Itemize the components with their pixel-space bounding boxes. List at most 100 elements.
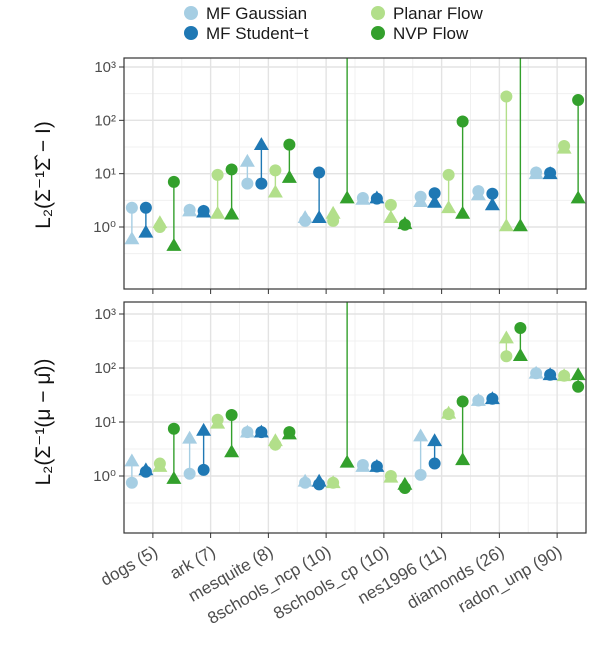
panel2-point-triangle <box>542 367 558 381</box>
panel2-point-triangle <box>339 454 355 468</box>
panel1-point-triangle <box>542 166 558 180</box>
panel1-point-triangle <box>210 205 226 219</box>
legend-swatch-4 <box>371 26 385 40</box>
panel1-data-marks <box>124 58 586 251</box>
panel2-point-triangle <box>196 422 212 436</box>
panel2-ytick-label: 10³ <box>94 306 116 323</box>
panel1-point-triangle <box>427 194 443 208</box>
panel1-point-triangle <box>325 205 341 219</box>
panel1-ytick-label: 10⁰ <box>93 219 116 236</box>
panel2-grid <box>124 302 586 533</box>
panel2-point-circle <box>456 395 469 408</box>
panel2-point-triangle <box>267 433 283 447</box>
panel1-point-circle <box>241 177 254 190</box>
panel1-point-triangle <box>311 210 327 224</box>
panel2-ylabel: L₂(Σ⁻¹(μ − μ̂)) <box>32 359 55 486</box>
panel1-point-triangle <box>528 166 544 180</box>
panel2-point-triangle <box>355 458 371 472</box>
panel1-point-circle <box>500 90 513 103</box>
panel2-point-triangle <box>470 393 486 406</box>
panel2-point-triangle <box>281 426 297 440</box>
xtick-label-8: radon_unp (90) <box>455 542 565 617</box>
panel1-point-triangle <box>397 216 413 230</box>
panel2-ytick-label: 10² <box>94 360 116 377</box>
panel1-point-triangle <box>224 206 240 220</box>
panel2-point-triangle <box>152 458 168 472</box>
panel1-point-triangle <box>355 191 371 205</box>
panel1-point-triangle <box>166 237 182 251</box>
panel2-point-circle <box>167 422 180 435</box>
panel2-point-triangle <box>413 428 429 442</box>
panel1-ytick-label: 10³ <box>94 59 116 76</box>
panel2-point-triangle <box>455 452 471 466</box>
legend-label-4: NVP Flow <box>393 24 469 43</box>
panel2-point-triangle <box>369 458 385 472</box>
panel2-point-circle <box>414 468 427 481</box>
panel1-point-triangle <box>484 197 500 211</box>
panel2-border <box>123 301 587 534</box>
panel1-point-triangle <box>196 204 212 218</box>
panel2-point-triangle <box>427 433 443 447</box>
legend-swatch-3 <box>371 6 385 20</box>
panel1-point-triangle <box>297 210 313 224</box>
panel1-point-triangle <box>369 190 385 204</box>
panel2-point-circle <box>514 322 527 335</box>
xtick-label-1: dogs (5) <box>97 542 161 590</box>
panel2-point-triangle <box>498 330 514 344</box>
panel2-point-triangle <box>297 473 313 487</box>
panel1-point-triangle <box>182 203 198 217</box>
panel1-point-circle <box>384 198 397 211</box>
panel2-point-triangle <box>556 368 572 382</box>
panel2-point-triangle <box>484 391 500 405</box>
panel1-point-circle <box>255 177 268 190</box>
panel1-grid <box>124 58 586 289</box>
panel1-point-circle <box>486 187 499 200</box>
panel1-point-circle <box>225 163 238 176</box>
panel2-point-triangle <box>311 473 327 487</box>
panel1-point-circle <box>211 168 224 181</box>
panel2-point-circle <box>572 380 585 393</box>
panel2-ytick-label: 10⁰ <box>93 468 116 485</box>
panel2-point-circle <box>428 457 441 470</box>
panel2-point-triangle <box>210 415 226 429</box>
panel1-point-triangle <box>570 190 586 204</box>
panel1-point-triangle <box>512 218 528 232</box>
panel2-point-triangle <box>325 475 341 489</box>
panel2-point-triangle <box>383 469 399 483</box>
panel1-point-triangle <box>124 231 140 245</box>
panel1-ytick-label: 10¹ <box>94 166 116 183</box>
panel2-point-circle <box>225 408 238 421</box>
panel1-point-triangle <box>413 194 429 207</box>
panel2-point-triangle <box>253 424 269 438</box>
panel1-point-triangle <box>498 218 514 232</box>
panel2-ytick-label: 10¹ <box>94 414 116 431</box>
panel1-point-triangle <box>267 184 283 198</box>
panel1-point-circle <box>428 187 441 200</box>
panel1-point-circle <box>167 175 180 188</box>
panel2-point-circle <box>183 467 196 480</box>
panel1-point-circle <box>442 168 455 181</box>
panel2-point-circle <box>500 350 513 363</box>
panel2-point-triangle <box>570 367 586 381</box>
panel1-point-triangle <box>339 190 355 204</box>
panel1-point-circle <box>313 166 326 179</box>
panel2-point-triangle <box>166 470 182 484</box>
panel2-point-triangle <box>182 430 198 444</box>
panel1-point-circle <box>572 94 585 107</box>
panel2-point-triangle <box>441 405 457 419</box>
panel1-point-circle <box>139 201 152 214</box>
panel2-point-triangle <box>224 444 240 458</box>
panel1-point-triangle <box>441 200 457 214</box>
panel1-point-circle <box>125 201 138 214</box>
panel1-point-triangle <box>239 153 255 167</box>
panel1-point-circle <box>283 138 296 151</box>
panel1-point-triangle <box>138 224 154 238</box>
panel1-point-triangle <box>152 215 168 229</box>
panel1-point-triangle <box>383 210 399 224</box>
panel2-point-triangle <box>397 476 413 490</box>
panel1-point-triangle <box>470 187 486 201</box>
legend-label-1: MF Gaussian <box>206 4 307 23</box>
panel2-point-triangle <box>512 348 528 361</box>
panel1-point-triangle <box>455 205 471 219</box>
